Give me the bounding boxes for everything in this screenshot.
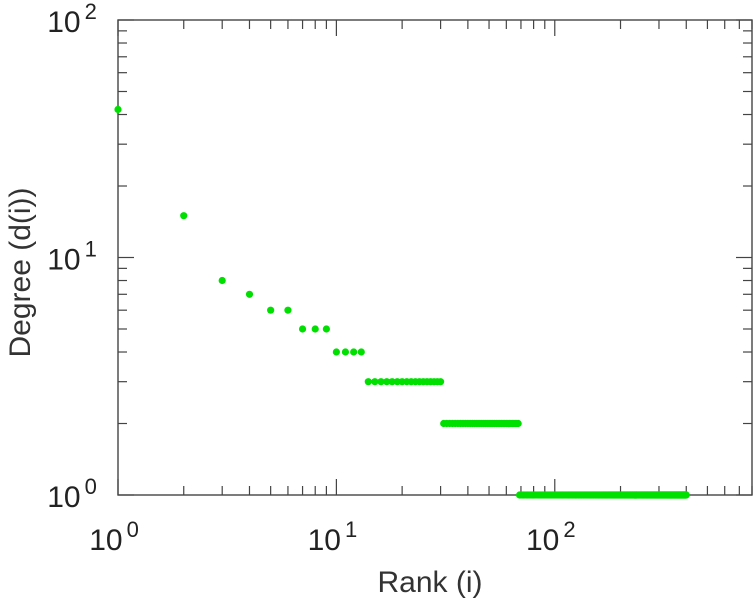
y-tick-label-base: 10	[47, 6, 80, 39]
data-point	[364, 378, 372, 386]
data-point	[218, 276, 226, 285]
data-point	[682, 491, 690, 499]
data-point	[350, 348, 358, 356]
x-tick-label: 10 1	[308, 517, 358, 557]
x-tick-label: 10 0	[89, 517, 139, 557]
x-tick-label-base: 10	[308, 524, 341, 557]
y-tick-label: 10 2	[47, 0, 97, 39]
plot-frame	[117, 19, 753, 496]
data-point	[332, 348, 340, 356]
data-points	[114, 105, 690, 499]
x-tick-label-exponent: 1	[345, 517, 357, 542]
x-tick-label-base: 10	[526, 524, 559, 557]
axes-frame	[117, 19, 753, 496]
data-point	[341, 348, 350, 356]
y-tick-label-exponent: 1	[85, 237, 97, 262]
y-tick-label-exponent: 2	[85, 0, 97, 24]
data-point	[388, 378, 396, 386]
data-point	[436, 378, 445, 386]
y-tick-label: 10 1	[47, 237, 97, 277]
data-point	[284, 306, 292, 314]
tick-marks	[117, 19, 753, 496]
data-point	[377, 378, 385, 386]
x-tick-label-base: 10	[89, 524, 122, 557]
y-tick-label-base: 10	[47, 244, 80, 277]
y-tick-label: 10 0	[47, 474, 97, 514]
y-tick-label-base: 10	[47, 481, 80, 514]
data-point	[245, 290, 254, 298]
tick-labels: 10 0 10 1 10 210 010 110 2	[47, 0, 575, 557]
data-point	[311, 325, 319, 333]
data-point	[114, 105, 122, 114]
x-tick-label-exponent: 0	[127, 517, 139, 542]
data-point	[383, 378, 391, 386]
x-tick-label: 10 2	[526, 517, 576, 557]
data-point	[322, 325, 330, 333]
y-tick-label-exponent: 0	[85, 474, 97, 499]
data-point	[371, 378, 379, 386]
data-point	[357, 348, 365, 356]
data-point	[514, 419, 522, 428]
x-tick-label-exponent: 2	[563, 517, 575, 542]
data-point	[180, 212, 188, 220]
data-point	[267, 306, 275, 314]
x-axis-label: Rank (i)	[377, 566, 482, 599]
data-point	[298, 325, 307, 333]
y-axis-label: Degree (d(i))	[4, 187, 37, 357]
